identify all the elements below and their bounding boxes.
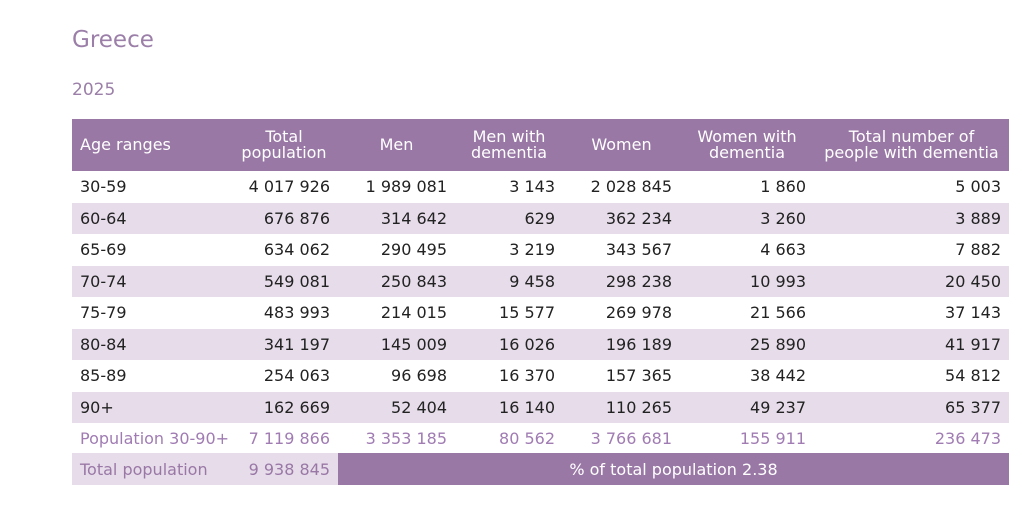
population-total-row: Population 30-90+ 7 119 866 3 353 185 80… [72,423,1009,453]
cell: 96 698 [338,360,455,392]
cell: 7 119 866 [248,428,330,448]
cell: 21 566 [680,297,814,329]
cell: 314 642 [338,202,455,234]
cell: 3 766 681 [590,428,672,448]
cell: 15 577 [455,297,563,329]
cell: 214 015 [338,297,455,329]
cell: 3 889 [814,202,1009,234]
cell: 4 017 926 [230,171,338,203]
cell-age: 70-74 [72,265,230,297]
cell: 1 989 081 [338,171,455,203]
table-row: 85-89 254 063 96 698 16 370 157 365 38 4… [72,360,1009,392]
cell: 145 009 [338,328,455,360]
cell-age: 90+ [72,391,230,423]
cell: 16 370 [455,360,563,392]
cell-age: 30-59 [72,171,230,203]
cell: 38 442 [680,360,814,392]
cell: 157 365 [563,360,680,392]
total-population-row: Total population 9 938 845 % of total po… [72,453,1009,485]
header-row: Age ranges Total population Men Men with… [72,119,1009,171]
cell: 634 062 [230,234,338,266]
cell: 1 860 [680,171,814,203]
header-total-with-dementia: Total number of people with dementia [814,119,1009,171]
table-row: 90+ 162 669 52 404 16 140 110 265 49 237… [72,391,1009,423]
cell: 25 890 [680,328,814,360]
cell: 3 143 [455,171,563,203]
header-women-with-dementia: Women with dementia [680,119,814,171]
cell: 110 265 [563,391,680,423]
total-population-label: Total population [72,453,230,485]
table-row: 60-64 676 876 314 642 629 362 234 3 260 … [72,202,1009,234]
cell: 16 026 [455,328,563,360]
cell: 549 081 [230,265,338,297]
table-row: 75-79 483 993 214 015 15 577 269 978 21 … [72,297,1009,329]
cell: 41 917 [814,328,1009,360]
cell: 4 663 [680,234,814,266]
cell-age: 65-69 [72,234,230,266]
cell: 20 450 [814,265,1009,297]
cell: 298 238 [563,265,680,297]
header-age-ranges: Age ranges [72,119,230,171]
cell: 3 219 [455,234,563,266]
header-women: Women [563,119,680,171]
cell: 10 993 [680,265,814,297]
population-label: Population 30-90+ [80,428,230,448]
cell: 250 843 [338,265,455,297]
total-population-value: 9 938 845 [230,453,338,485]
cell: 676 876 [230,202,338,234]
cell-age: 85-89 [72,360,230,392]
dementia-table: Age ranges Total population Men Men with… [72,119,1009,485]
page-title: Greece [72,27,154,53]
cell: 16 140 [455,391,563,423]
cell: 236 473 [934,428,1001,448]
cell: 254 063 [230,360,338,392]
cell-age: 75-79 [72,297,230,329]
cell: 196 189 [563,328,680,360]
cell: 2 028 845 [563,171,680,203]
table-row: 80-84 341 197 145 009 16 026 196 189 25 … [72,328,1009,360]
cell: 9 458 [455,265,563,297]
cell: 3 353 185 [365,428,447,448]
cell: 155 911 [739,428,806,448]
cell: 3 260 [680,202,814,234]
cell: 80 562 [499,428,555,448]
cell: 269 978 [563,297,680,329]
cell: 343 567 [563,234,680,266]
year-label: 2025 [72,80,116,100]
cell: 341 197 [230,328,338,360]
cell: 629 [455,202,563,234]
cell: 52 404 [338,391,455,423]
header-men-with-dementia: Men with dementia [455,119,563,171]
cell: 65 377 [814,391,1009,423]
table-row: 30-59 4 017 926 1 989 081 3 143 2 028 84… [72,171,1009,203]
cell: 162 669 [230,391,338,423]
cell: 7 882 [814,234,1009,266]
cell: 5 003 [814,171,1009,203]
cell-age: 60-64 [72,202,230,234]
cell: 483 993 [230,297,338,329]
table-row: 70-74 549 081 250 843 9 458 298 238 10 9… [72,265,1009,297]
cell: 49 237 [680,391,814,423]
cell-age: 80-84 [72,328,230,360]
percent-of-total: % of total population 2.38 [338,453,1009,485]
cell: 290 495 [338,234,455,266]
cell: 37 143 [814,297,1009,329]
header-total-population: Total population [230,119,338,171]
cell: 54 812 [814,360,1009,392]
cell: 362 234 [563,202,680,234]
header-men: Men [338,119,455,171]
table-row: 65-69 634 062 290 495 3 219 343 567 4 66… [72,234,1009,266]
